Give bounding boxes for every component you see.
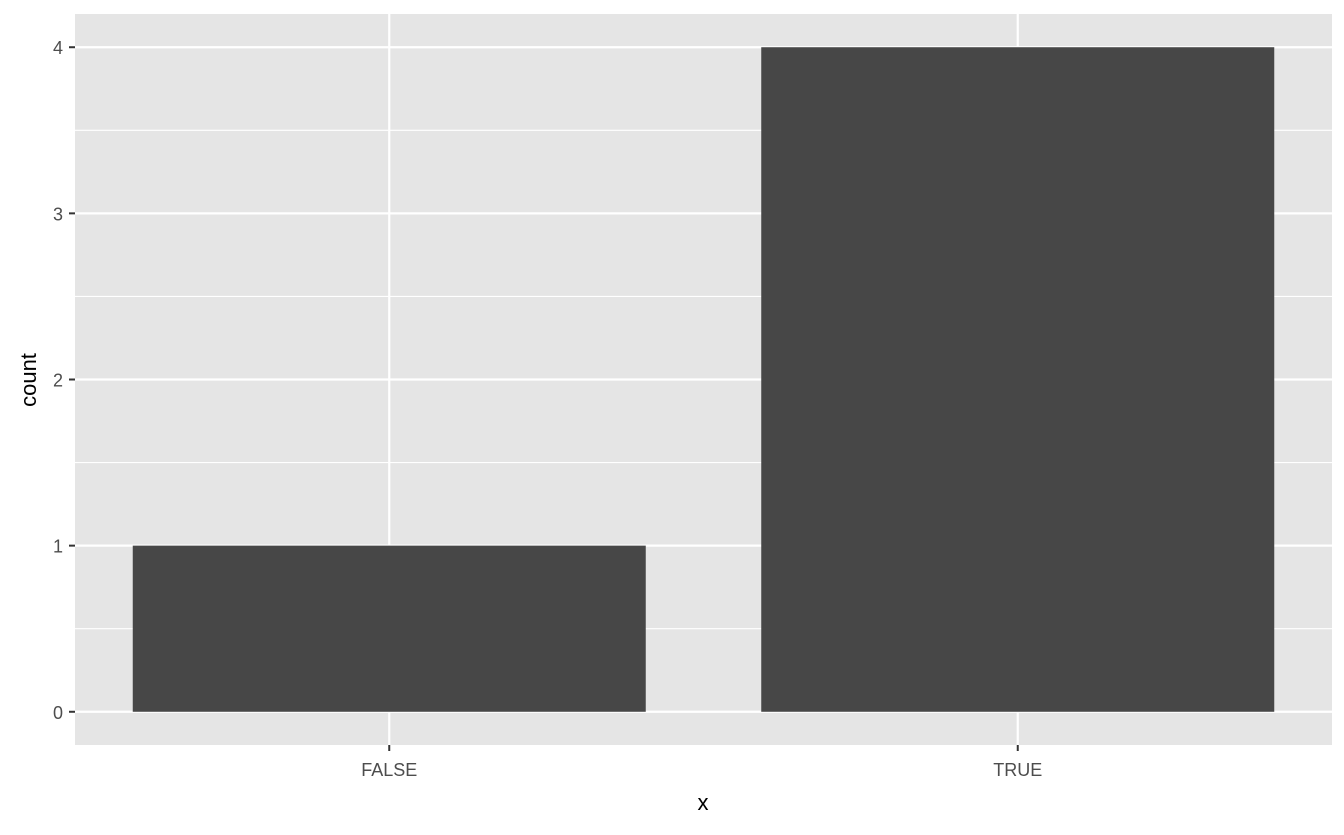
x-tick-label: FALSE <box>361 760 417 780</box>
x-tick-label: TRUE <box>993 760 1042 780</box>
y-axis-title: count <box>16 353 41 407</box>
bar-true <box>761 47 1275 712</box>
bars <box>132 47 1275 712</box>
bar-false <box>132 545 646 712</box>
y-tick-label: 4 <box>53 38 63 58</box>
x-axis-title: x <box>698 790 709 815</box>
y-tick-label: 2 <box>53 371 63 391</box>
y-tick-label: 1 <box>53 537 63 557</box>
y-tick-label: 0 <box>53 703 63 723</box>
axis-ticks: 0 1 2 3 4 FALSE TRUE <box>53 38 1042 780</box>
y-tick-label: 3 <box>53 204 63 224</box>
